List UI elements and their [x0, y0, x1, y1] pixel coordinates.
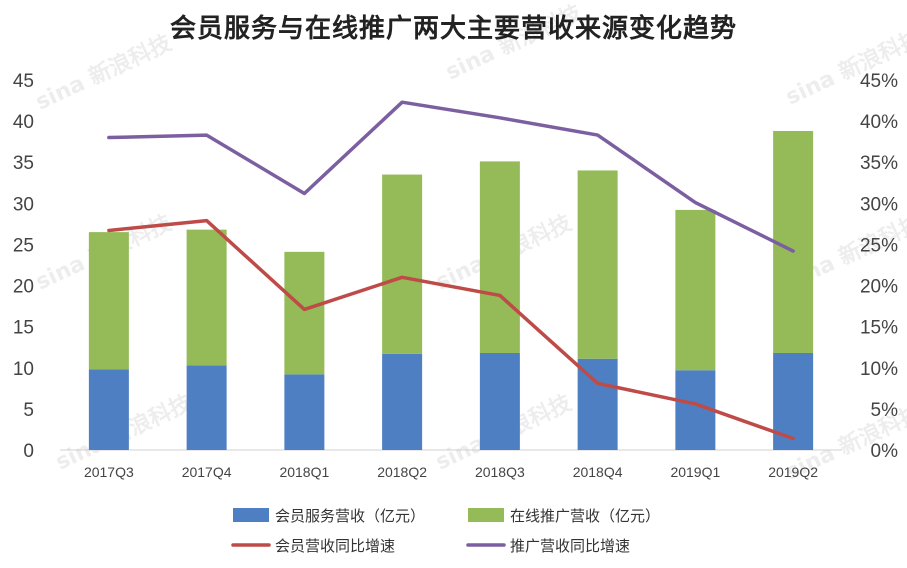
x-tick-label: 2017Q4	[182, 464, 232, 480]
bar-membership-revenue	[284, 374, 325, 450]
x-tick-label: 2017Q3	[84, 464, 134, 480]
x-tick-label: 2018Q1	[279, 464, 329, 480]
y-left-tick-label: 45	[13, 71, 34, 92]
y-right-tick-label: 25%	[860, 235, 898, 256]
y-left-tick-label: 0	[23, 441, 34, 462]
line-membership-growth	[107, 218, 795, 441]
watermark: sina 新浪科技	[32, 29, 177, 115]
bar-membership-revenue	[186, 365, 227, 450]
y-right-tick-label: 35%	[860, 153, 898, 174]
legend-label: 在线推广营收（亿元）	[510, 507, 660, 525]
bar-promotion-revenue	[577, 170, 618, 359]
bar-membership-revenue	[88, 369, 129, 450]
x-tick-label: 2018Q3	[475, 464, 525, 480]
watermark: sina 新浪科技	[782, 24, 907, 110]
y-right-tick-label: 0%	[871, 441, 899, 462]
legend-swatch	[468, 508, 504, 522]
bar-promotion-revenue	[382, 174, 423, 354]
x-tick-label: 2018Q2	[377, 464, 427, 480]
bar-promotion-revenue	[88, 232, 129, 370]
y-right-tick-label: 45%	[860, 71, 898, 92]
legend-swatch	[233, 508, 269, 522]
y-left-tick-label: 5	[23, 400, 34, 421]
y-left-tick-label: 15	[13, 318, 34, 339]
bar-membership-revenue	[382, 353, 423, 450]
y-left-tick-label: 20	[13, 277, 34, 298]
watermark: sina 新浪科技	[442, 0, 587, 85]
y-left-tick-label: 10	[13, 359, 34, 380]
legend-label: 会员营收同比增速	[275, 537, 395, 555]
legend-label: 会员服务营收（亿元）	[275, 507, 425, 525]
bar-promotion-revenue	[773, 130, 814, 353]
bar-promotion-revenue	[284, 251, 325, 375]
y-right-tick-label: 10%	[860, 359, 898, 380]
y-left-tick-label: 25	[13, 235, 34, 256]
y-right-tick-label: 40%	[860, 112, 898, 133]
legend-label: 推广营收同比增速	[510, 537, 630, 555]
x-tick-label: 2018Q4	[573, 464, 623, 480]
bar-promotion-revenue	[186, 229, 227, 366]
bar-membership-revenue	[577, 358, 618, 450]
bar-membership-revenue	[773, 352, 814, 450]
line-promotion-growth	[107, 100, 795, 253]
chart-title: 会员服务与在线推广两大主要营收来源变化趋势	[169, 14, 737, 44]
y-left-tick-label: 35	[13, 153, 34, 174]
bar-membership-revenue	[479, 352, 520, 450]
y-left-tick-label: 30	[13, 194, 34, 215]
bar-promotion-revenue	[675, 209, 716, 371]
y-right-tick-label: 20%	[860, 277, 898, 298]
y-right-tick-label: 5%	[871, 400, 899, 421]
bar-promotion-revenue	[479, 161, 520, 353]
y-left-tick-label: 40	[13, 112, 34, 133]
y-right-tick-label: 15%	[860, 318, 898, 339]
y-right-tick-label: 30%	[860, 194, 898, 215]
x-tick-label: 2019Q1	[670, 464, 720, 480]
x-tick-label: 2019Q2	[768, 464, 818, 480]
